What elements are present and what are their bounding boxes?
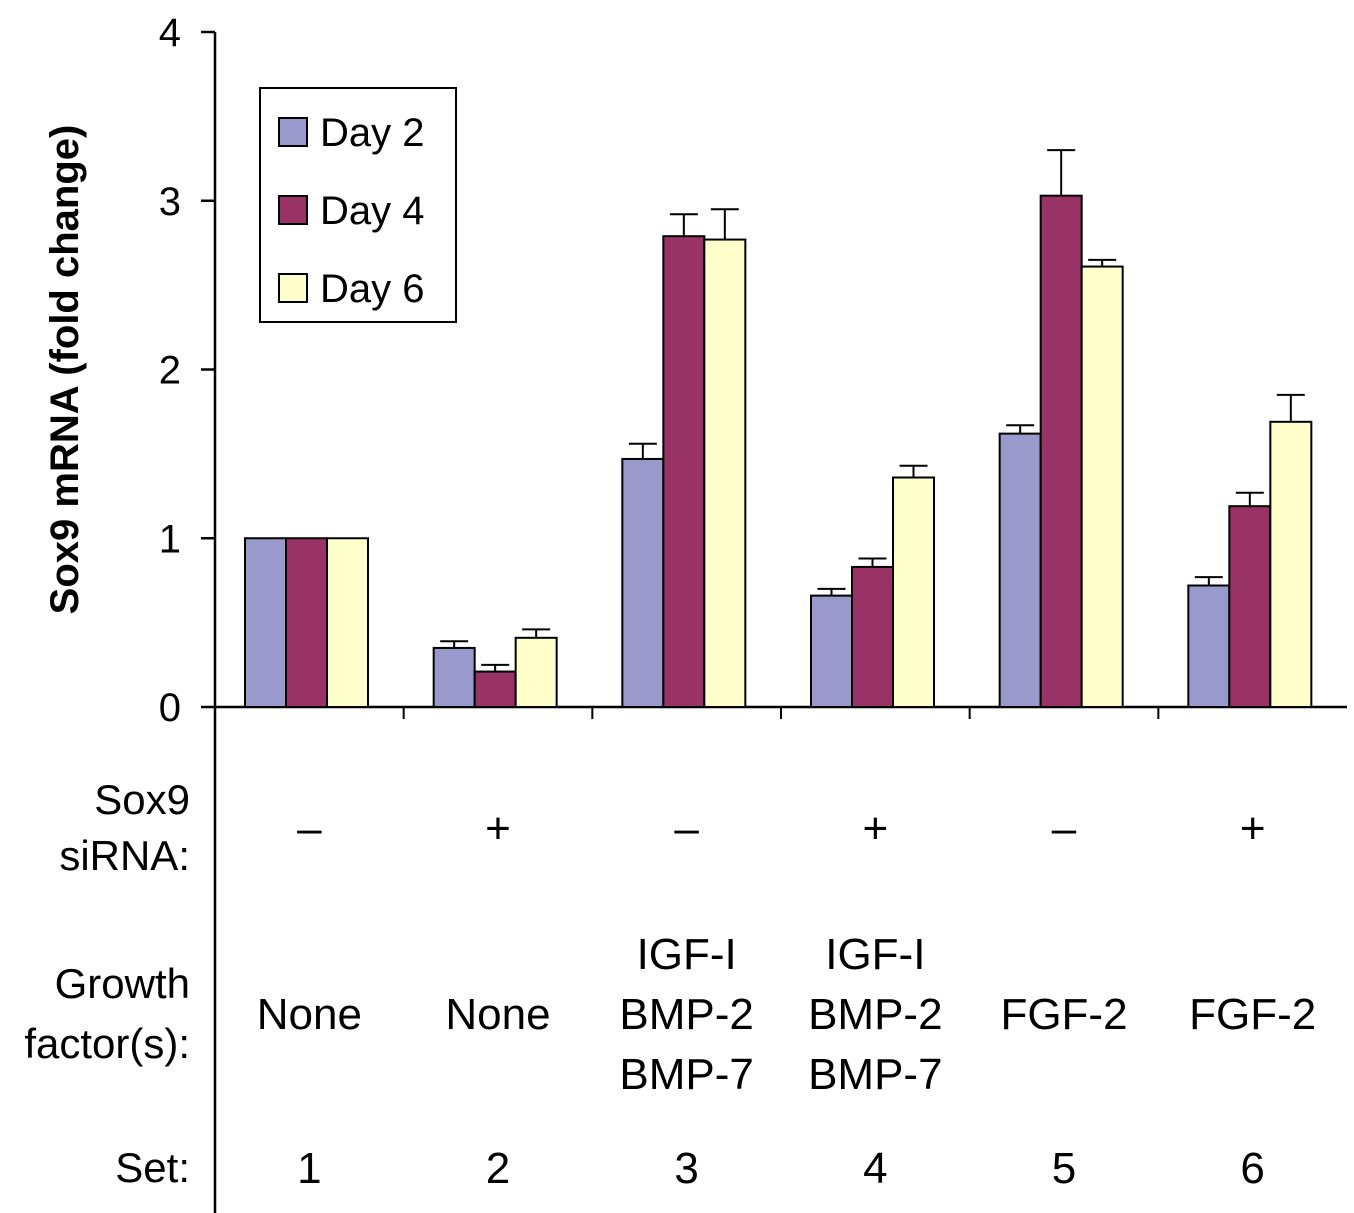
legend-label: Day 4 <box>320 189 425 233</box>
legend: Day 2 Day 4 Day 6 <box>259 87 457 323</box>
cell-value: BMP-2 <box>619 990 753 1039</box>
y-tick-label: 1 <box>159 517 181 561</box>
bar <box>1269 420 1313 708</box>
cell-value: 4 <box>863 1144 887 1193</box>
cell-value: BMP-7 <box>808 1050 942 1099</box>
cell-value: + <box>862 804 888 853</box>
cell-value: None <box>257 990 362 1039</box>
condition-table: Sox9 siRNA: – + – + – + Growth factor(s): None None… <box>24 776 1316 1193</box>
bar <box>892 476 935 708</box>
cell-value: – <box>1052 804 1077 853</box>
legend-label: Day 2 <box>320 111 425 155</box>
cell-value: 2 <box>486 1144 510 1193</box>
bar <box>514 636 558 708</box>
row-label: Growth <box>55 960 190 1007</box>
cell-value: FGF-2 <box>1189 990 1316 1039</box>
cell-value: BMP-7 <box>619 1050 753 1099</box>
cell-value: IGF-I <box>637 930 737 979</box>
bar <box>244 537 287 708</box>
bar <box>326 537 369 708</box>
bar <box>851 565 894 708</box>
cell-value: + <box>485 804 511 853</box>
bar <box>621 457 665 708</box>
bar <box>473 670 517 708</box>
y-tick-label: 2 <box>159 349 181 393</box>
bar <box>703 238 747 708</box>
bar <box>1228 505 1272 708</box>
legend-label: Day 6 <box>320 267 425 311</box>
bar <box>662 235 706 708</box>
cell-value: BMP-2 <box>808 990 942 1039</box>
bar <box>432 646 476 708</box>
cell-value: 5 <box>1052 1144 1076 1193</box>
cell-value: – <box>297 804 322 853</box>
cell-value: + <box>1240 804 1266 853</box>
bar <box>285 537 328 708</box>
y-tick-label: 0 <box>159 686 181 730</box>
y-tick-label: 4 <box>159 11 181 55</box>
cell-value: 3 <box>674 1144 698 1193</box>
bar <box>1039 194 1083 708</box>
axes: 0 1 2 3 4 Sox9 mRNA (fold change) <box>43 11 1347 1213</box>
cell-value: 1 <box>297 1144 321 1193</box>
y-tick-label: 3 <box>159 180 181 224</box>
cell-value: None <box>445 990 550 1039</box>
bar <box>1187 584 1231 708</box>
cell-value: – <box>674 804 699 853</box>
bar <box>1080 265 1124 708</box>
legend-swatch <box>278 273 308 303</box>
row-label: factor(s): <box>24 1020 190 1067</box>
bar <box>810 594 853 708</box>
cell-value: FGF-2 <box>1000 990 1127 1039</box>
row-label: Sox9 <box>94 776 190 823</box>
cell-value: 6 <box>1240 1144 1264 1193</box>
y-axis-title: Sox9 mRNA (fold change) <box>43 125 87 615</box>
row-label: siRNA: <box>59 832 190 879</box>
bars <box>244 149 1313 708</box>
cell-value: IGF-I <box>825 930 925 979</box>
legend-swatch <box>278 117 308 147</box>
row-label: Set: <box>115 1144 190 1191</box>
legend-swatch <box>278 195 308 225</box>
bar <box>998 432 1042 708</box>
